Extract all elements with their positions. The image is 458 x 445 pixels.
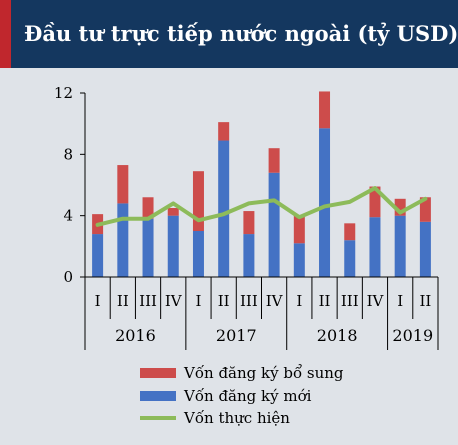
y-tick-label-2: 8 (63, 145, 73, 163)
x-tick-label-7: IV (266, 292, 284, 310)
bar-additional-capital-13 (419, 197, 431, 222)
bar-additional-capital-6 (243, 211, 255, 235)
x-tick-label-6: III (240, 292, 258, 310)
legend-label-0: Vốn đăng ký bổ sung (183, 364, 344, 382)
y-tick-label-1: 4 (63, 207, 73, 225)
bar-additional-capital-12 (394, 198, 406, 216)
bar-new-capital-4 (192, 231, 204, 277)
year-label-3: 2019 (392, 326, 433, 345)
bar-new-capital-2 (142, 218, 154, 277)
x-tick-label-3: IV (165, 292, 183, 310)
year-label-2: 2018 (317, 326, 358, 345)
bar-new-capital-12 (394, 215, 406, 277)
bar-additional-capital-8 (293, 215, 305, 244)
x-tick-label-11: IV (367, 292, 385, 310)
bar-additional-capital-7 (268, 148, 280, 173)
x-tick-label-2: III (139, 292, 157, 310)
legend-swatch-0 (140, 368, 176, 378)
y-tick-label-0: 0 (63, 268, 73, 286)
header-bar: Đầu tư trực tiếp nước ngoài (tỷ USD) (0, 0, 458, 68)
chart-title: Đầu tư trực tiếp nước ngoài (tỷ USD) (24, 21, 458, 46)
bar-additional-capital-4 (192, 171, 204, 231)
bar-additional-capital-2 (142, 197, 154, 219)
x-tick-label-9: II (319, 292, 331, 310)
legend-swatch-1 (140, 391, 176, 401)
x-tick-label-1: II (117, 292, 129, 310)
x-tick-label-8: I (296, 292, 302, 310)
x-tick-label-13: II (419, 292, 431, 310)
bar-additional-capital-11 (369, 186, 381, 218)
bar-new-capital-5 (218, 140, 230, 277)
year-label-0: 2016 (115, 326, 156, 345)
bar-additional-capital-5 (218, 122, 230, 141)
y-tick-label-3: 12 (54, 84, 73, 102)
bar-additional-capital-1 (117, 165, 129, 204)
x-tick-label-0: I (95, 292, 101, 310)
legend-label-1: Vốn đăng ký mới (183, 387, 312, 405)
bar-new-capital-8 (293, 243, 305, 277)
bar-new-capital-13 (419, 221, 431, 277)
bar-new-capital-11 (369, 217, 381, 277)
year-label-1: 2017 (216, 326, 257, 345)
bar-additional-capital-3 (167, 208, 179, 216)
bar-new-capital-10 (344, 240, 356, 277)
header-accent (0, 0, 11, 68)
x-tick-label-12: I (397, 292, 403, 310)
bar-new-capital-0 (92, 234, 104, 277)
bar-additional-capital-10 (344, 223, 356, 241)
bar-new-capital-9 (319, 128, 331, 277)
bar-new-capital-1 (117, 203, 129, 277)
bar-new-capital-6 (243, 234, 255, 277)
line-disbursed (95, 186, 428, 227)
x-tick-label-4: I (195, 292, 201, 310)
x-tick-label-5: II (218, 292, 230, 310)
bar-additional-capital-9 (319, 91, 331, 129)
legend-label-2: Vốn thực hiện (183, 409, 290, 427)
x-tick-label-10: III (341, 292, 359, 310)
bar-new-capital-7 (268, 172, 280, 277)
bar-new-capital-3 (167, 215, 179, 277)
